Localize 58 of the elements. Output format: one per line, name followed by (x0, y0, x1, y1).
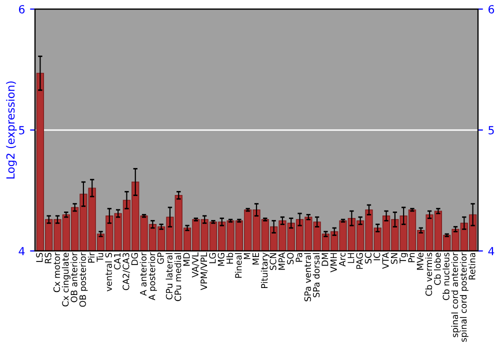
x-tick-label: LG (209, 253, 216, 264)
x-tick-label: Pa (296, 253, 302, 262)
y2-tick-label: 4 (488, 247, 494, 256)
x-tick-label: DM (322, 253, 328, 266)
y-axis-title: Log2 (expression) (6, 81, 17, 178)
y-tick-label: 6 (18, 5, 25, 14)
x-tick-label: SPa ventral (304, 253, 311, 302)
x-tick-label: OB anterior (70, 252, 78, 302)
x-tick-label: Tu (96, 253, 104, 262)
x-tick-label: Retina (468, 253, 476, 280)
x-tick-label: Cb nucleus (442, 252, 450, 300)
x-tick-label: VMH (330, 253, 337, 272)
x-tick-label: LS (36, 252, 43, 262)
x-tick-label: spinal cord posterior (460, 252, 468, 342)
x-tick-label: spinal cord anterior (451, 252, 460, 338)
x-tick-label: SCN (270, 253, 276, 270)
x-tick-label: OB posterior (79, 252, 88, 307)
x-tick-label: VTA (382, 252, 389, 269)
x-tick-label: MVe (416, 252, 424, 270)
x-tick-label: CPu lateral (166, 253, 173, 300)
x-tick-label: MG (218, 253, 224, 266)
x-tick-label: ventral S (105, 252, 112, 292)
x-tick-label: DG (131, 253, 138, 265)
x-tick-label: Cb lobe (434, 252, 441, 286)
x-tick-label: VA/VL (192, 252, 200, 278)
y-tick-label: 4 (18, 247, 25, 256)
y2-tick-label: 5 (488, 126, 494, 134)
x-tick-label: IC (374, 252, 380, 260)
x-tick-label: MD (183, 252, 190, 266)
x-tick-label: MPA (278, 252, 285, 270)
x-tick-label: Pn (408, 253, 415, 262)
x-tick-label: M (244, 253, 250, 260)
x-tick-label: A anterior (140, 252, 147, 296)
x-tick-label: Arc (339, 252, 346, 266)
x-tick-label: Hb (226, 252, 234, 264)
y-tick-label: 5 (19, 126, 24, 134)
x-tick-label: PAG (356, 253, 363, 269)
y2-tick-label: 6 (488, 5, 494, 14)
x-tick-label: CPu medial (174, 253, 182, 302)
x-tick-label: CA2/CA3 (122, 253, 130, 290)
x-tick-label: SPa dorsal (312, 253, 320, 298)
x-tick-label: GP (157, 252, 164, 264)
x-tick-label: Tg (400, 253, 408, 264)
x-tick-label: Cb vermis (425, 252, 432, 296)
x-tick-label: CA1 (114, 253, 121, 270)
x-tick-label: VPM/VPL (200, 252, 208, 290)
x-tick-label: Pineal (234, 253, 242, 278)
x-tick-label: Cx motor (53, 252, 60, 292)
x-tick-label: RS (44, 252, 52, 264)
x-tick-label: SO (287, 252, 294, 264)
x-tick-label: SN (390, 253, 398, 264)
x-tick-label: LH (348, 253, 354, 263)
x-tick-label: Pituitary (260, 252, 270, 288)
x-tick-label: Cx cingulate (62, 252, 70, 306)
x-tick-label: Pir (88, 252, 95, 263)
x-tick-label: A posterior (148, 252, 157, 300)
x-tick-label: ME (252, 252, 259, 265)
x-tick-label: SC (364, 252, 372, 264)
